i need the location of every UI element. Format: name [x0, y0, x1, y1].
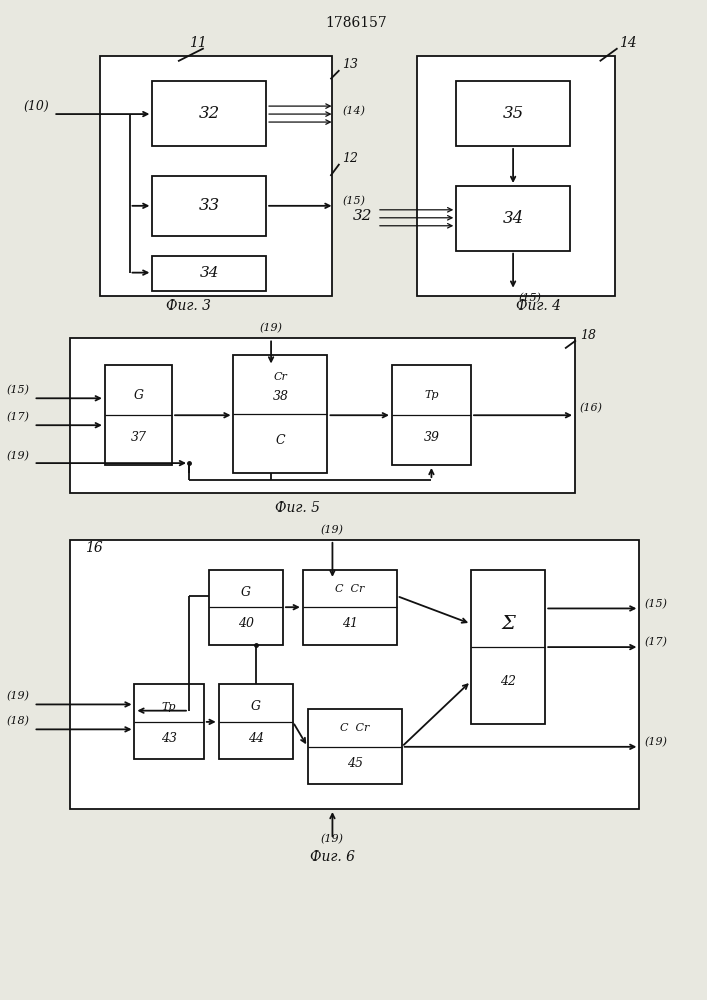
Bar: [209, 570, 283, 645]
Text: 43: 43: [161, 732, 177, 745]
Text: (14): (14): [342, 106, 366, 116]
Bar: [308, 709, 402, 784]
Text: C  Cr: C Cr: [340, 723, 369, 733]
Text: 14: 14: [619, 36, 637, 50]
Text: 44: 44: [247, 732, 264, 745]
Text: 34: 34: [199, 266, 219, 280]
Text: C: C: [276, 434, 286, 447]
Bar: [416, 56, 614, 296]
Text: C  Cr: C Cr: [335, 584, 364, 594]
Text: Тр: Тр: [424, 390, 438, 400]
Bar: [152, 176, 266, 236]
Bar: [471, 570, 545, 724]
Text: 35: 35: [503, 105, 524, 122]
Text: 39: 39: [423, 431, 440, 444]
Bar: [218, 684, 293, 759]
Text: Фиг. 6: Фиг. 6: [310, 850, 355, 864]
Text: 34: 34: [503, 210, 524, 227]
Text: (15): (15): [644, 599, 667, 609]
Bar: [303, 570, 397, 645]
Text: 32: 32: [199, 105, 220, 122]
Text: (19): (19): [321, 834, 344, 844]
Text: Cr: Cr: [274, 372, 288, 382]
Text: 41: 41: [341, 617, 358, 630]
Text: Тр: Тр: [162, 702, 176, 712]
Text: G: G: [251, 700, 261, 713]
Text: (19): (19): [321, 525, 344, 535]
Text: 33: 33: [199, 197, 220, 214]
Text: (10): (10): [23, 100, 49, 113]
Bar: [70, 338, 575, 493]
Text: (15): (15): [342, 196, 366, 206]
Text: 1786157: 1786157: [325, 16, 387, 30]
Text: 32: 32: [353, 209, 372, 223]
Text: 40: 40: [238, 617, 254, 630]
Text: 18: 18: [580, 329, 596, 342]
Bar: [70, 540, 639, 809]
Text: (16): (16): [580, 403, 603, 413]
Text: Фиг. 3: Фиг. 3: [166, 299, 211, 313]
Bar: [134, 684, 204, 759]
Bar: [456, 81, 570, 146]
Text: 16: 16: [85, 541, 103, 555]
Text: G: G: [241, 586, 251, 599]
Text: G: G: [134, 389, 144, 402]
Text: Фиг. 4: Фиг. 4: [515, 299, 561, 313]
Text: 37: 37: [130, 431, 146, 444]
Text: Фиг. 5: Фиг. 5: [275, 501, 320, 515]
Text: (19): (19): [259, 323, 283, 334]
Bar: [392, 365, 471, 465]
Text: 12: 12: [342, 152, 358, 165]
Bar: [456, 186, 570, 251]
Bar: [152, 256, 266, 291]
Bar: [100, 56, 332, 296]
Text: (18): (18): [6, 716, 30, 727]
Text: 42: 42: [500, 675, 516, 688]
Text: (17): (17): [644, 637, 667, 648]
Text: 13: 13: [342, 58, 358, 71]
Text: (19): (19): [6, 691, 30, 702]
Bar: [152, 81, 266, 146]
Text: Σ: Σ: [501, 615, 515, 633]
Bar: [233, 355, 327, 473]
Text: 38: 38: [272, 390, 288, 403]
Text: (15): (15): [518, 293, 541, 304]
Bar: [105, 365, 172, 465]
Text: 11: 11: [189, 36, 206, 50]
Text: (17): (17): [6, 412, 30, 422]
Text: (15): (15): [6, 385, 30, 395]
Text: (19): (19): [6, 451, 30, 461]
Text: 45: 45: [346, 757, 363, 770]
Text: (19): (19): [644, 737, 667, 747]
